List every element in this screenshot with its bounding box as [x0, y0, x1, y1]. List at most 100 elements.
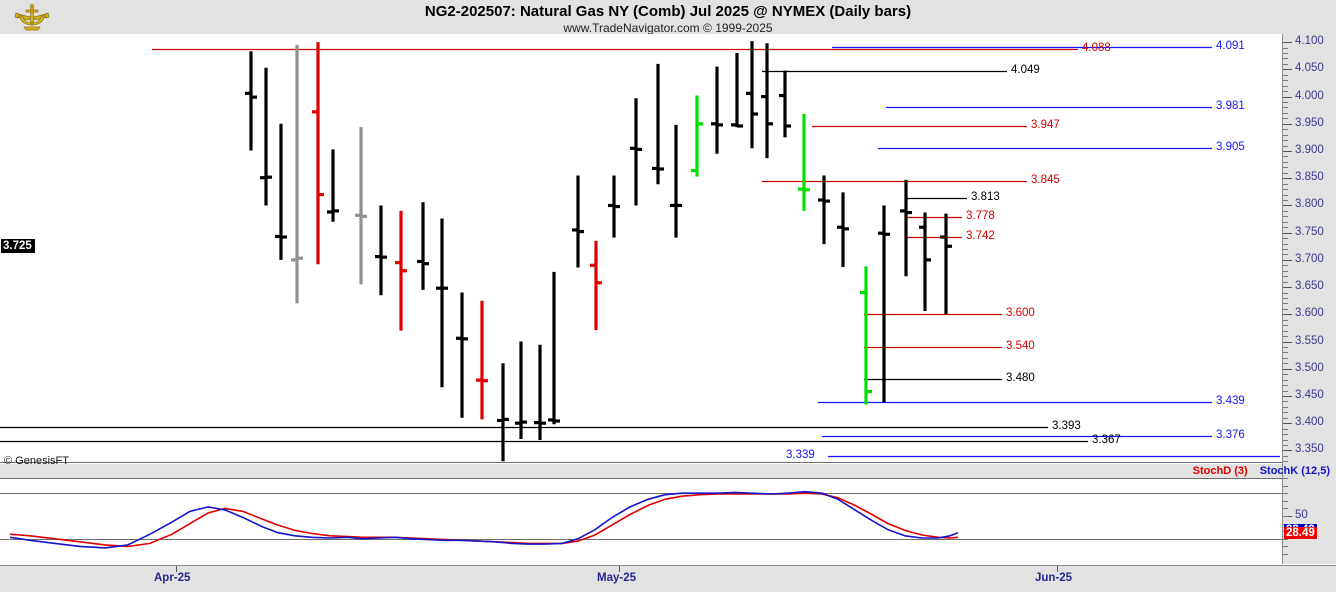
price-axis-label: 3.450	[1295, 389, 1324, 401]
price-axis-minor-tick	[1283, 363, 1288, 364]
date-axis[interactable]: Apr-25 May-25 Jun-25	[0, 565, 1336, 592]
price-axis-minor-tick	[1283, 380, 1288, 381]
stochastic-axis-minor-tick	[1283, 478, 1288, 479]
price-axis-minor-tick	[1283, 254, 1288, 255]
price-axis-minor-tick	[1283, 216, 1288, 217]
price-axis-minor-tick	[1283, 173, 1288, 174]
price-axis-minor-tick	[1283, 298, 1288, 299]
price-axis-minor-tick	[1283, 189, 1288, 190]
price-axis-label: 3.400	[1295, 416, 1324, 428]
price-axis-minor-tick	[1283, 107, 1288, 108]
price-axis-minor-tick	[1283, 129, 1288, 130]
price-axis-minor-tick	[1283, 211, 1288, 212]
level-line-label: 3.600	[1006, 307, 1035, 319]
price-axis-minor-tick	[1283, 227, 1288, 228]
price-axis-minor-tick	[1283, 195, 1288, 196]
stochastic-axis-minor-tick	[1283, 508, 1288, 509]
price-axis-label: 3.500	[1295, 362, 1324, 374]
price-axis-tick	[1283, 369, 1292, 370]
date-axis-tick	[176, 566, 177, 572]
price-axis-minor-tick	[1283, 271, 1288, 272]
price-axis-tick	[1283, 205, 1292, 206]
chart-header: NG2-202507: Natural Gas NY (Comb) Jul 20…	[0, 0, 1336, 35]
stochastic-legend[interactable]: StochD (3) StochK (12,5)	[1193, 465, 1330, 477]
level-line-label: 3.376	[1216, 429, 1245, 441]
level-line-label: 3.339	[786, 449, 815, 461]
price-axis-minor-tick	[1283, 303, 1288, 304]
price-axis-label: 4.050	[1295, 62, 1324, 74]
price-axis-minor-tick	[1283, 249, 1288, 250]
price-axis-minor-tick	[1283, 167, 1288, 168]
price-axis-minor-tick	[1283, 309, 1288, 310]
level-line-label: 3.480	[1006, 372, 1035, 384]
stoch-k-legend-label: StochK (12,5)	[1259, 465, 1330, 477]
price-axis-minor-tick	[1283, 445, 1288, 446]
price-axis-minor-tick	[1283, 80, 1288, 81]
date-axis-label: Apr-25	[154, 572, 191, 584]
stochastic-panel-header	[0, 464, 1282, 478]
price-axis-minor-tick	[1283, 429, 1288, 430]
price-axis-minor-tick	[1283, 374, 1288, 375]
date-axis-label: Jun-25	[1035, 572, 1073, 584]
price-axis-minor-tick	[1283, 336, 1288, 337]
price-chart-panel[interactable]: 4.088 4.049 3.947 3.845 3.813 3.778 3.742 3.600…	[0, 34, 1282, 464]
level-line-label: 3.981	[1216, 100, 1245, 112]
price-axis-tick	[1283, 342, 1292, 343]
price-axis-minor-tick	[1283, 331, 1288, 332]
price-axis-minor-tick	[1283, 102, 1288, 103]
price-axis-minor-tick	[1283, 434, 1288, 435]
price-axis-minor-tick	[1283, 238, 1288, 239]
stochastic-panel[interactable]	[0, 464, 1282, 564]
price-axis-minor-tick	[1283, 352, 1288, 353]
level-line-label: 3.439	[1216, 395, 1245, 407]
price-axis-label: 3.550	[1295, 335, 1324, 347]
stoch-d-value-badge: 28.49	[1284, 526, 1317, 539]
price-axis-label: 3.750	[1295, 226, 1324, 238]
price-axis-tick	[1283, 314, 1292, 315]
level-line-label: 4.088	[1082, 42, 1111, 54]
stochastic-axis-minor-tick	[1283, 516, 1288, 517]
price-axis-tick	[1283, 287, 1292, 288]
last-price-badge: 3.725	[1, 239, 35, 253]
price-axis-minor-tick	[1283, 53, 1288, 54]
level-line-label: 4.049	[1011, 64, 1040, 76]
price-axis-label: 3.350	[1295, 443, 1324, 455]
date-axis-tick	[1057, 566, 1058, 572]
price-axis-minor-tick	[1283, 140, 1288, 141]
price-axis-minor-tick	[1283, 456, 1288, 457]
price-bars-svg	[0, 41, 1280, 462]
price-axis-minor-tick	[1283, 385, 1288, 386]
price-axis-minor-tick	[1283, 440, 1288, 441]
price-axis-minor-tick	[1283, 58, 1288, 59]
stochastic-axis-minor-tick	[1283, 546, 1288, 547]
price-axis-label: 3.850	[1295, 171, 1324, 183]
stochastic-axis-minor-tick	[1283, 554, 1288, 555]
stochastic-axis-label: 50	[1295, 509, 1308, 521]
price-axis-tick	[1283, 260, 1292, 261]
price-axis-minor-tick	[1283, 146, 1288, 147]
price-axis-label: 3.800	[1295, 198, 1324, 210]
price-axis[interactable]: 4.100 4.050 4.000 3.950 3.900 3.850 3.800 3.750…	[1282, 34, 1336, 464]
level-line-label: 3.540	[1006, 340, 1035, 352]
price-axis-tick	[1283, 69, 1292, 70]
price-panel-divider	[0, 462, 1282, 463]
price-axis-label: 3.950	[1295, 117, 1324, 129]
level-line-label: 3.778	[966, 210, 995, 222]
price-axis-minor-tick	[1283, 135, 1288, 136]
price-axis-tick	[1283, 233, 1292, 234]
price-axis-minor-tick	[1283, 113, 1288, 114]
level-line-label: 4.091	[1216, 40, 1245, 52]
level-line-label: 3.393	[1052, 420, 1081, 432]
price-axis-label: 3.600	[1295, 307, 1324, 319]
page-title: NG2-202507: Natural Gas NY (Comb) Jul 20…	[424, 3, 912, 20]
price-axis-minor-tick	[1283, 412, 1288, 413]
price-axis-tick	[1283, 396, 1292, 397]
level-line-label: 3.845	[1031, 174, 1060, 186]
level-line-label: 3.813	[971, 191, 1000, 203]
price-axis-tick	[1283, 178, 1292, 179]
date-axis-label: May-25	[597, 572, 636, 584]
price-axis-minor-tick	[1283, 461, 1288, 462]
price-axis-label: 4.000	[1295, 90, 1324, 102]
stochastic-axis-minor-tick	[1283, 486, 1288, 487]
